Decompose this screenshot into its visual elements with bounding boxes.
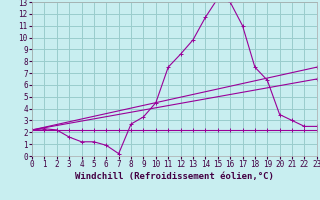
X-axis label: Windchill (Refroidissement éolien,°C): Windchill (Refroidissement éolien,°C) [75, 172, 274, 181]
